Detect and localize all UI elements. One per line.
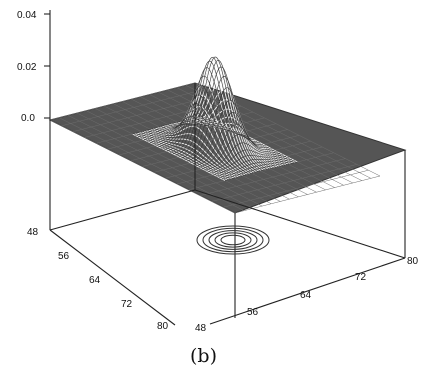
peak-mesh-line: [167, 75, 240, 152]
peak-mesh-line: [201, 133, 275, 170]
x-tick-label: 48: [195, 323, 207, 334]
peak-mesh-line: [184, 66, 258, 160]
mesh-line: [131, 98, 317, 193]
peak-mesh-line: [178, 56, 252, 157]
floor-back-left: [49, 189, 196, 231]
z-tick-label: 0.02: [17, 62, 37, 73]
gaussian-peak: [132, 56, 298, 181]
floor-x-axis: [209, 257, 406, 325]
mesh-line: [177, 146, 323, 185]
y-tick-label: 72: [121, 299, 133, 310]
peak-mesh-line: [216, 157, 289, 177]
y-tick-label: 80: [157, 321, 169, 332]
floor-y-axis: [49, 229, 176, 326]
peak-mesh-line: [198, 123, 272, 168]
peak-mesh-line: [187, 76, 260, 162]
z-tick-label: 0.04: [17, 10, 37, 21]
peak-mesh-line: [219, 158, 292, 178]
peak-mesh-line: [204, 142, 278, 171]
contour-ring: [202, 227, 264, 253]
mesh-line: [140, 96, 326, 191]
figure-caption: (b): [190, 345, 217, 367]
x-tick-label: 80: [407, 256, 419, 267]
mesh-line: [165, 140, 311, 179]
mesh-line: [211, 164, 357, 202]
contour-ring: [196, 225, 270, 255]
peak-mesh-line: [175, 57, 249, 156]
mesh-line: [185, 85, 372, 179]
contour-ring: [208, 230, 258, 250]
peak-mesh-line: [224, 161, 298, 181]
peak-mesh-line: [181, 59, 255, 159]
floor-back-right: [194, 189, 406, 259]
y-tick-label: 56: [58, 251, 70, 262]
x-tick-label: 56: [247, 307, 259, 318]
peak-mesh-line: [138, 118, 211, 138]
peak-mesh-line: [155, 110, 229, 146]
y-tick-label: 64: [89, 275, 101, 286]
x-tick-label: 72: [355, 272, 367, 283]
mesh-line: [194, 82, 381, 177]
peak-mesh-line: [169, 67, 243, 153]
peak-mesh-line: [210, 154, 284, 174]
mesh-line: [188, 152, 334, 190]
y-tick-label: 48: [27, 227, 39, 238]
peak-mesh-line: [161, 94, 234, 149]
x-tick-label: 64: [300, 290, 312, 301]
mesh-line: [200, 158, 346, 196]
peak-mesh-line: [195, 112, 269, 166]
mesh-line: [223, 169, 369, 208]
peak-mesh-line: [213, 155, 287, 175]
mesh-line: [234, 175, 381, 214]
contour-projection: [196, 225, 270, 255]
contour-ring: [214, 232, 252, 248]
z-tick-label: 0.0: [21, 113, 35, 124]
peak-mesh-line: [222, 160, 295, 180]
peak-mesh-line: [149, 120, 223, 143]
peak-mesh-line: [207, 149, 281, 172]
contour-ring: [220, 234, 246, 246]
